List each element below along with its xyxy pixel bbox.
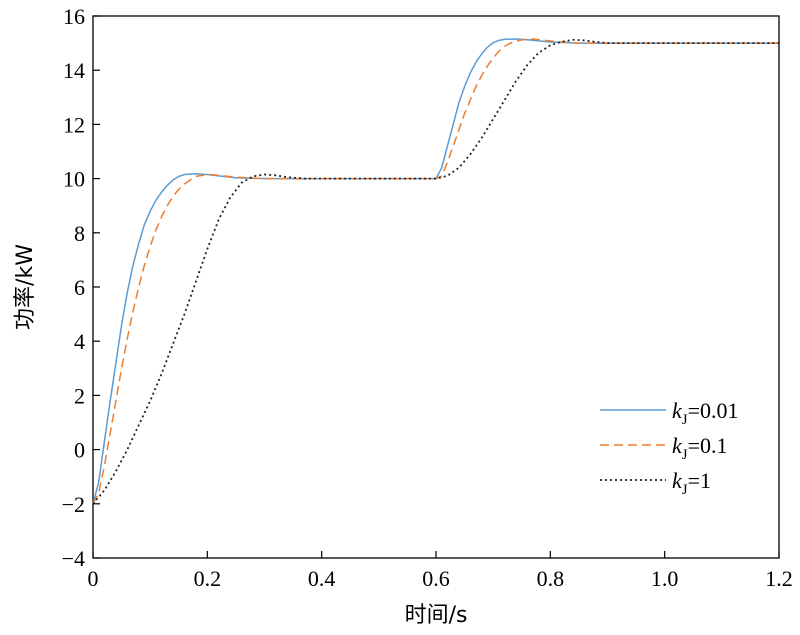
y-tick-label: 0 — [74, 438, 85, 463]
y-tick-label: −4 — [62, 546, 85, 571]
series-line-1 — [92, 38, 779, 505]
legend-sub: J — [682, 447, 688, 463]
y-tick-label: 16 — [63, 4, 85, 29]
x-tick-label: 0.4 — [308, 566, 336, 591]
y-tick-label: 14 — [63, 58, 85, 83]
legend-label-0: kJ=0.01 — [672, 398, 739, 428]
legend-label-1: kJ=0.1 — [672, 433, 728, 463]
series-line-0 — [92, 38, 779, 504]
legend-rest: =0.01 — [688, 398, 739, 423]
legend-var: k — [672, 398, 683, 423]
series-lines — [92, 38, 779, 505]
legend-label-2: kJ=1 — [672, 468, 711, 498]
legend-rest: =1 — [688, 468, 711, 493]
legend-rest: =0.1 — [688, 433, 728, 458]
y-axis-title: 功率/kW — [13, 244, 38, 330]
series-line-2 — [92, 38, 779, 505]
x-tick-label: 1.0 — [651, 566, 679, 591]
y-tick-label: 8 — [74, 221, 85, 246]
x-tick-label: 0.2 — [194, 566, 222, 591]
x-tick-label: 0.6 — [422, 566, 450, 591]
legend-sub: J — [682, 482, 688, 498]
y-tick-label: 10 — [63, 167, 85, 192]
x-tick-label: 0.8 — [537, 566, 565, 591]
x-tick-label: 1.2 — [765, 566, 793, 591]
y-tick-label: 2 — [74, 383, 85, 408]
x-axis-title: 时间/s — [405, 603, 468, 628]
x-tick-label: 0 — [88, 566, 99, 591]
legend-sub: J — [682, 412, 688, 428]
legend-var: k — [672, 433, 683, 458]
y-tick-label: 6 — [74, 275, 85, 300]
legend-var: k — [672, 468, 683, 493]
y-tick-label: −2 — [62, 492, 85, 517]
y-tick-label: 4 — [74, 329, 85, 354]
axis-ticks: 0 0.2 0.4 0.6 0.8 1.0 1.2 −4 −2 0 2 4 6 8 10 12 14 16 — [62, 4, 793, 591]
y-tick-label: 12 — [63, 112, 85, 137]
